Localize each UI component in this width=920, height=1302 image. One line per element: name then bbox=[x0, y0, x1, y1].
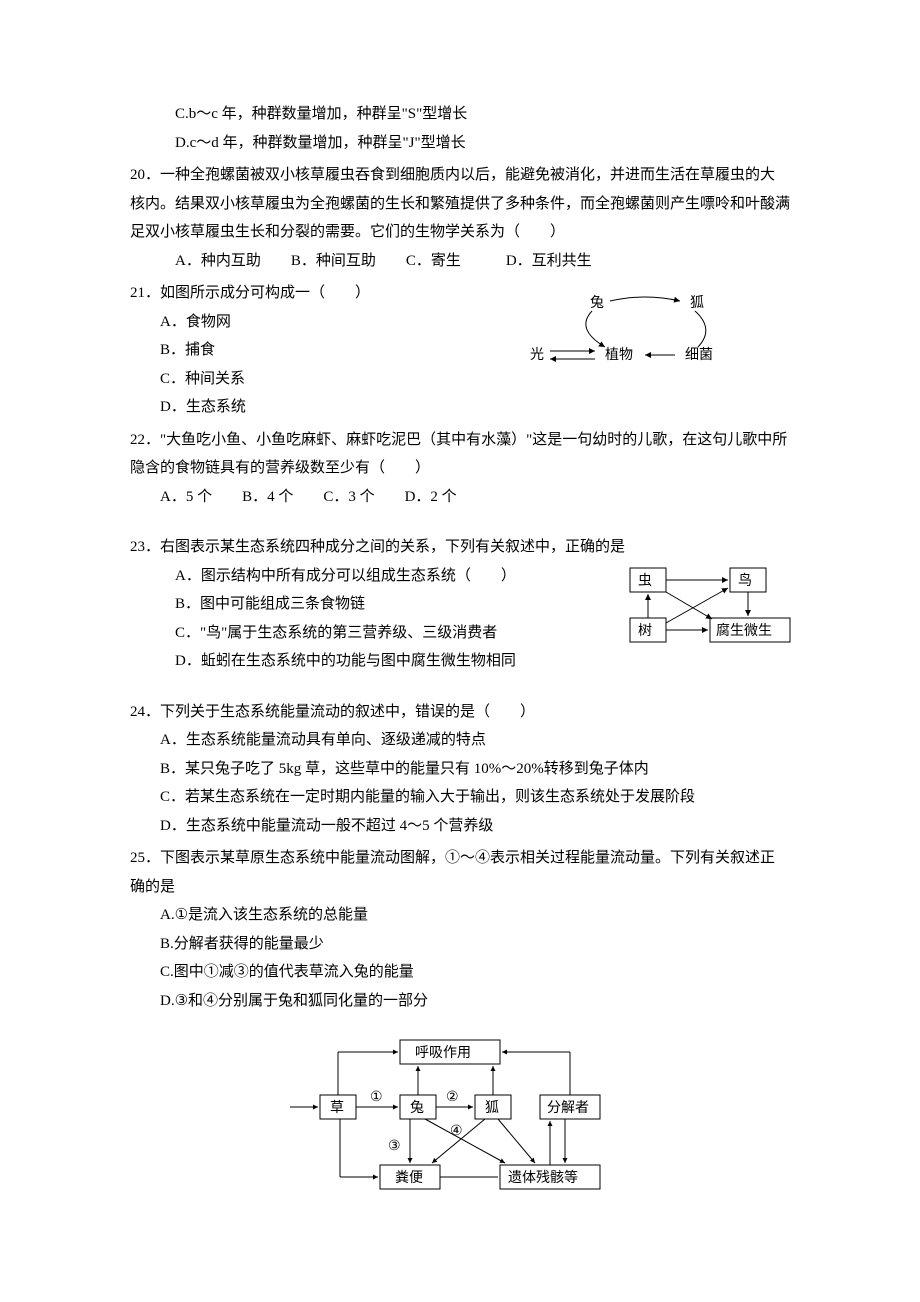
fig21-tu-label: 兔 bbox=[590, 295, 604, 311]
q23-stem-line: 23．右图表示某生态系统四种成分之间的关系，下列有关叙述中，正确的是 bbox=[130, 533, 790, 562]
fig25-huxi: 呼吸作用 bbox=[415, 1045, 471, 1061]
fig23-fusheng: 腐生微生 bbox=[716, 622, 772, 639]
q25-figure: 呼吸作用 草 兔 狐 分解者 粪便 遗体残骸等 ① ② ③ bbox=[280, 1035, 640, 1195]
q25-stem: 下图表示某草原生态系统中能量流动图解，①～④表示相关过程能量流动量。下列有关叙述… bbox=[130, 850, 775, 895]
fig21-zhiwu-label: 植物 bbox=[605, 347, 633, 363]
q22-stem: "大鱼吃小鱼、小鱼吃麻虾、麻虾吃泥巴（其中有水藻）"这是一句幼时的儿歌，在这句儿… bbox=[130, 432, 787, 477]
q24: 24．下列关于生态系统能量流动的叙述中，错误的是（ ） A．生态系统能量流动具有… bbox=[130, 698, 790, 841]
fig21-xijun-label: 细菌 bbox=[685, 347, 713, 363]
q25-opt-a: A.①是流入该生态系统的总能量 bbox=[160, 901, 790, 930]
q21-num: 21． bbox=[130, 285, 160, 301]
q21: 21．如图所示成分可构成一（ ） A．食物网 B．捕食 C．种间关系 D．生态系… bbox=[130, 279, 790, 422]
q20-options: A．种内互助 B．种间互助 C．寄生 D．互利共生 bbox=[175, 247, 790, 276]
q24-opt-b: B．某只兔子吃了 5kg 草，这些草中的能量只有 10%～20%转移到兔子体内 bbox=[160, 755, 790, 784]
fig25-fenbiao: 粪便 bbox=[395, 1170, 423, 1186]
q22: 22．"大鱼吃小鱼、小鱼吃麻虾、麻虾吃泥巴（其中有水藻）"这是一句幼时的儿歌，在… bbox=[130, 426, 790, 512]
q19-opt-d: D.c～d 年，种群数量增加，种群呈"J"型增长 bbox=[175, 129, 790, 158]
fig21-guang-label: 光 bbox=[530, 347, 544, 363]
q21-opt-d: D．生态系统 bbox=[160, 393, 790, 422]
q20-stem: 20．一种全孢螺菌被双小核草履虫吞食到细胞质内以后，能避免被消化，并进而生活在草… bbox=[130, 161, 790, 247]
spacer-2 bbox=[130, 680, 790, 698]
q23-stem: 右图表示某生态系统四种成分之间的关系，下列有关叙述中，正确的是 bbox=[160, 539, 625, 555]
fig25-cao: 草 bbox=[330, 1100, 344, 1116]
spacer-1 bbox=[130, 515, 790, 533]
fig25-n1: ① bbox=[370, 1090, 383, 1105]
fig25-yiti: 遗体残骸等 bbox=[508, 1169, 578, 1186]
q25-opt-b: B.分解者获得的能量最少 bbox=[160, 930, 790, 959]
q24-opt-d: D．生态系统中能量流动一般不超过 4～5 个营养级 bbox=[160, 812, 790, 841]
q21-figure: 兔 狐 光 植物 细菌 bbox=[520, 289, 750, 379]
fig25-n2: ② bbox=[446, 1090, 459, 1105]
q25-num: 25． bbox=[130, 850, 160, 866]
q20-num: 20． bbox=[130, 167, 160, 183]
fig23-niao: 鸟 bbox=[738, 573, 752, 589]
q24-stem: 下列关于生态系统能量流动的叙述中，错误的是（ ） bbox=[160, 704, 535, 720]
q20: 20．一种全孢螺菌被双小核草履虫吞食到细胞质内以后，能避免被消化，并进而生活在草… bbox=[130, 161, 790, 275]
q23: 23．右图表示某生态系统四种成分之间的关系，下列有关叙述中，正确的是 A．图示结… bbox=[130, 533, 790, 676]
fig23-shu: 树 bbox=[638, 623, 652, 639]
q24-opt-c: C．若某生态系统在一定时期内能量的输入大于输出，则该生态系统处于发展阶段 bbox=[160, 783, 790, 812]
q22-options: A．5 个 B．4 个 C．3 个 D．2 个 bbox=[160, 483, 790, 512]
q22-num: 22． bbox=[130, 432, 160, 448]
fig25-n3: ③ bbox=[388, 1139, 401, 1154]
q22-stem-line: 22．"大鱼吃小鱼、小鱼吃麻虾、麻虾吃泥巴（其中有水藻）"这是一句幼时的儿歌，在… bbox=[130, 426, 790, 483]
fig21-hu-label: 狐 bbox=[690, 295, 704, 311]
q24-opt-a: A．生态系统能量流动具有单向、逐级递减的特点 bbox=[160, 726, 790, 755]
q25-opt-d: D.③和④分别属于兔和狐同化量的一部分 bbox=[160, 987, 790, 1016]
fig25-fenjie: 分解者 bbox=[547, 1100, 589, 1116]
q24-num: 24． bbox=[130, 704, 160, 720]
q20-text: 一种全孢螺菌被双小核草履虫吞食到细胞质内以后，能避免被消化，并进而生活在草履虫的… bbox=[130, 167, 790, 240]
q25-opt-c: C.图中①减③的值代表草流入兔的能量 bbox=[160, 958, 790, 987]
q25: 25．下图表示某草原生态系统中能量流动图解，①～④表示相关过程能量流动量。下列有… bbox=[130, 844, 790, 1195]
q23-num: 23． bbox=[130, 539, 160, 555]
fig25-tu: 兔 bbox=[410, 1100, 424, 1116]
fig23-chong: 虫 bbox=[638, 573, 652, 589]
q25-stem-line: 25．下图表示某草原生态系统中能量流动图解，①～④表示相关过程能量流动量。下列有… bbox=[130, 844, 790, 901]
q23-figure: 虫 鸟 树 腐生微生 bbox=[620, 563, 800, 653]
q21-stem: 如图所示成分可构成一（ ） bbox=[160, 285, 370, 301]
q19-tail: C.b～c 年，种群数量增加，种群呈"S"型增长 D.c～d 年，种群数量增加，… bbox=[130, 100, 790, 157]
q19-opt-c: C.b～c 年，种群数量增加，种群呈"S"型增长 bbox=[175, 100, 790, 129]
q24-stem-line: 24．下列关于生态系统能量流动的叙述中，错误的是（ ） bbox=[130, 698, 790, 727]
fig25-hu: 狐 bbox=[485, 1100, 499, 1116]
